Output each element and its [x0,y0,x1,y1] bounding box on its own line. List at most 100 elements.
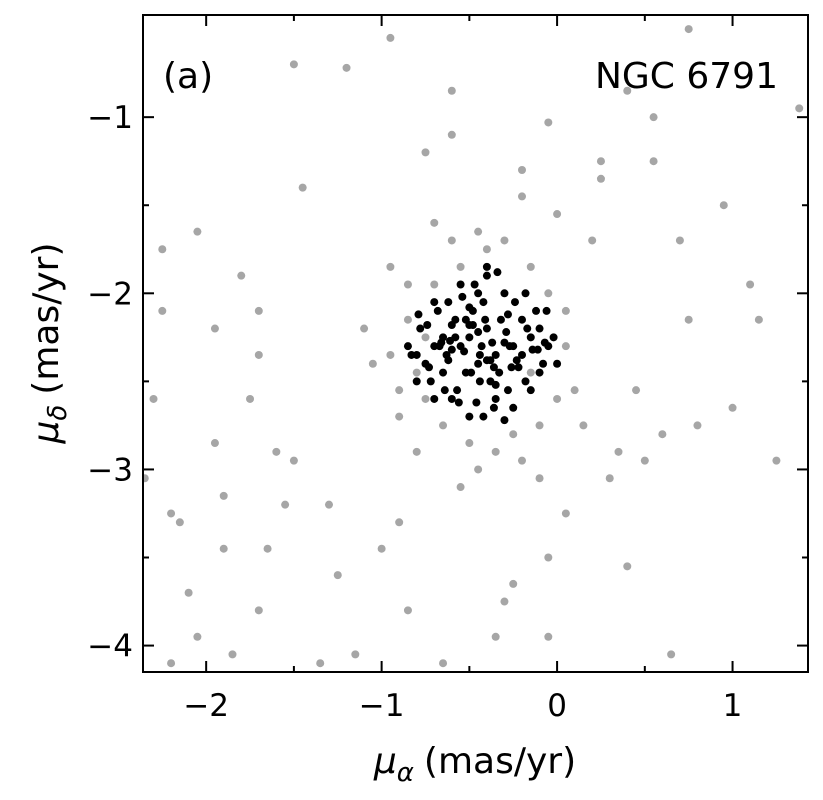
point [465,412,474,421]
point [395,386,404,395]
point [474,289,483,298]
point [472,398,481,407]
point [535,421,544,430]
y-tick-label: −1 [87,100,133,136]
point [475,350,484,359]
point [667,650,676,659]
point [510,298,519,307]
point [658,430,667,439]
point [481,315,490,324]
x-tick-label: 1 [723,688,743,724]
point [412,377,421,386]
point [368,359,377,368]
point [479,298,488,307]
point [324,500,333,509]
point [421,148,430,157]
x-tick-label: −2 [183,688,229,724]
panel-label: (a) [163,56,213,97]
point [210,324,219,333]
x-sub: α [397,758,414,788]
point [246,394,255,403]
point [491,394,500,403]
point [509,403,518,412]
point [219,491,228,500]
point [167,659,176,668]
point [746,280,755,289]
point [465,321,474,330]
point [526,386,535,395]
point [570,386,579,395]
point [500,597,509,606]
point [491,632,500,641]
point [451,333,460,342]
y-tick-label: −4 [87,629,133,665]
point [561,342,570,351]
point [684,25,693,34]
point [395,412,404,421]
point [193,227,202,236]
point [509,430,518,439]
point [386,33,395,42]
x-tick-label: 0 [547,688,567,724]
point [465,303,474,312]
point [254,606,263,615]
point [482,271,491,280]
point [491,380,500,389]
point [316,659,325,668]
point [474,227,483,236]
point [263,544,272,553]
point [482,356,491,365]
point [772,456,781,465]
point [474,465,483,474]
point [456,483,465,492]
point [553,394,562,403]
point [440,386,449,395]
point [549,333,558,342]
point [447,321,456,330]
point [491,447,500,456]
point [517,315,526,324]
y-tick-label: −2 [87,276,133,312]
point [360,324,369,333]
y-symbol: μ [26,421,67,445]
point [175,518,184,527]
point [412,368,421,377]
point [535,368,544,377]
point [289,60,298,69]
point [477,342,486,351]
point [544,118,553,127]
point [502,328,511,337]
point [423,321,432,330]
point [351,650,360,659]
point [649,113,658,122]
point [454,398,463,407]
point [693,421,702,430]
point [228,650,237,659]
point [719,201,728,210]
point [289,456,298,465]
point [596,174,605,183]
point [503,386,512,395]
point [447,345,456,354]
point [453,386,462,395]
point [193,632,202,641]
point [210,439,219,448]
point [542,306,551,315]
point [509,579,518,588]
point [544,289,553,298]
point [517,166,526,175]
point [470,280,479,289]
point [496,315,505,324]
point [505,342,514,351]
point [754,315,763,324]
point [421,394,430,403]
point [465,333,474,342]
point [526,333,535,342]
point [158,306,167,315]
point [521,289,530,298]
point [219,544,228,553]
point [439,659,448,668]
point [500,416,509,425]
point [430,298,439,307]
point [523,324,532,333]
